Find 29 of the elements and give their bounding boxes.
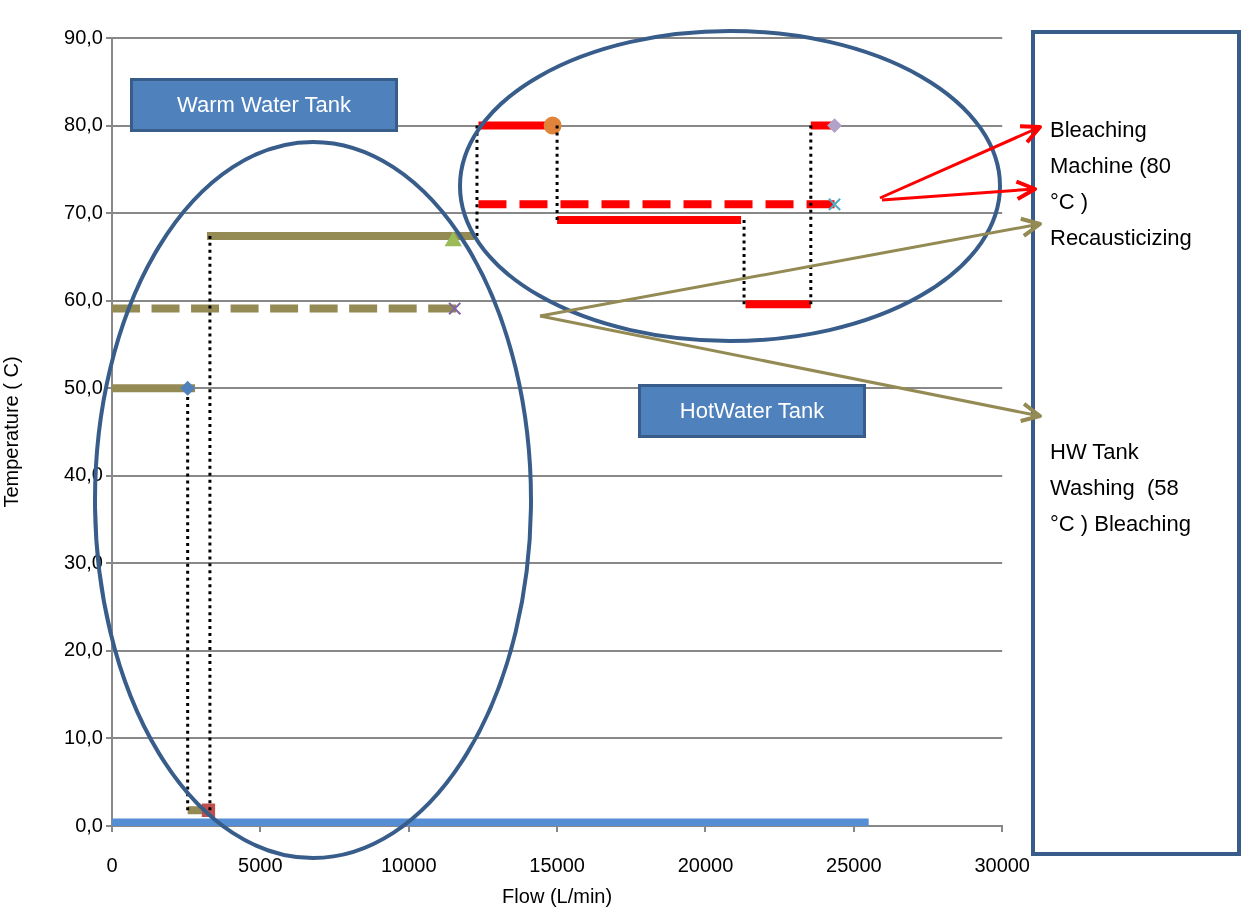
y-tick-label: 20,0 bbox=[64, 638, 103, 661]
label-box: HotWater Tank bbox=[638, 384, 866, 438]
x-tick-label: 5000 bbox=[238, 853, 283, 876]
point bbox=[445, 232, 462, 247]
x-tick-label: 20000 bbox=[677, 853, 734, 876]
text: Bleaching Machine (80 °C ) Recausticizing bbox=[1050, 117, 1192, 250]
x-tick-label: 10000 bbox=[380, 853, 437, 876]
annotation: HotWater Tank bbox=[679, 398, 825, 424]
x-tick-label: 30000 bbox=[974, 853, 1030, 876]
y-tick-label: 80,0 bbox=[64, 113, 103, 136]
x-tick-label: 0 bbox=[106, 853, 118, 876]
x-axis-title: Flow (L/min) bbox=[502, 884, 613, 907]
point bbox=[827, 197, 842, 212]
point bbox=[448, 301, 462, 316]
y-tick-label: 10,0 bbox=[64, 725, 103, 748]
text: HW Tank Washing (58 °C ) Bleaching bbox=[1050, 439, 1191, 536]
y-axis-title: Temperature ( C) bbox=[0, 356, 22, 508]
point bbox=[543, 116, 562, 135]
x-tick-label: 25000 bbox=[826, 853, 882, 876]
annotation: Warm Water Tank bbox=[177, 92, 351, 118]
y-tick-label: 90,0 bbox=[64, 25, 103, 48]
y-tick-label: 60,0 bbox=[64, 288, 103, 311]
point bbox=[180, 381, 195, 396]
label-box: Warm Water Tank bbox=[130, 78, 398, 132]
x-tick-label: 15000 bbox=[529, 853, 585, 876]
y-tick-label: 0,0 bbox=[75, 813, 103, 836]
y-tick-label: 50,0 bbox=[64, 375, 103, 398]
point bbox=[827, 118, 842, 133]
y-tick-label: 70,0 bbox=[64, 200, 103, 223]
